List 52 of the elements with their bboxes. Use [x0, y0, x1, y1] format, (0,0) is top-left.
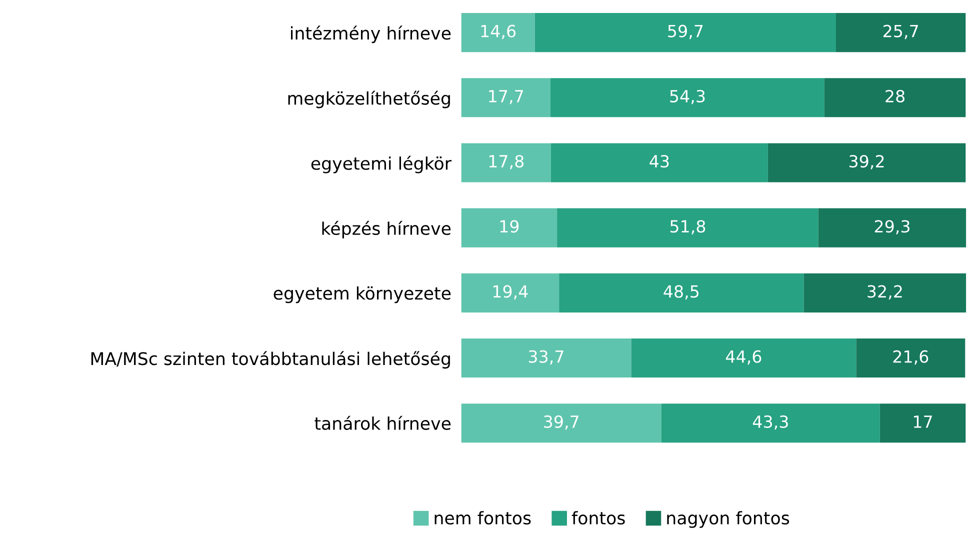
data-label: 43,3 — [752, 415, 788, 430]
y-tick-label: intézmény hírneve — [291, 26, 451, 44]
bar — [818, 208, 966, 248]
bar — [880, 404, 966, 443]
data-label: 39,7 — [544, 415, 578, 430]
data-label: 21,6 — [893, 350, 928, 365]
y-tick-label: egyetemi légkör — [311, 156, 452, 174]
data-label: 32,2 — [868, 285, 902, 300]
data-label: 17,7 — [489, 90, 523, 104]
bar — [461, 404, 662, 443]
y-tick-label: egyetem környezete — [274, 286, 451, 304]
legend-label: nem fontos — [434, 511, 531, 525]
bar — [461, 273, 560, 312]
bar — [461, 338, 632, 378]
data-label: 33,7 — [528, 350, 564, 365]
data-label: 19,4 — [493, 285, 528, 300]
bar — [631, 338, 856, 378]
data-label: 44,6 — [726, 350, 762, 365]
bar — [534, 13, 836, 52]
bar — [661, 404, 880, 443]
bar — [836, 13, 966, 52]
data-label: 59,7 — [668, 24, 703, 40]
data-label: 39,2 — [849, 154, 884, 170]
data-label: 29,3 — [874, 220, 910, 234]
bar — [461, 13, 535, 52]
data-label: 43 — [650, 154, 669, 168]
data-label: 51,8 — [670, 220, 706, 234]
bar — [461, 78, 551, 118]
bar — [824, 78, 966, 118]
data-label: 25,7 — [883, 24, 918, 40]
bar — [768, 143, 966, 182]
data-label: 19 — [500, 220, 519, 233]
bar — [804, 273, 966, 312]
bar — [461, 143, 552, 182]
data-label: 48,5 — [664, 285, 698, 300]
bar — [551, 143, 768, 182]
y-tick-label: képzés hírneve — [322, 220, 451, 238]
legend-label: nagyon fontos — [667, 511, 790, 528]
bar — [856, 338, 966, 378]
data-label: 28 — [886, 90, 904, 102]
data-label: 17,8 — [489, 154, 524, 170]
y-tick-label: tanárok hírneve — [314, 416, 451, 430]
data-label: 14,6 — [481, 24, 516, 40]
data-label: 17 — [914, 416, 932, 428]
bar — [559, 273, 804, 312]
bar — [550, 78, 824, 118]
legend-label: fontos — [572, 511, 625, 525]
data-label: 54,3 — [670, 90, 705, 104]
y-tick-label: megközelíthetőség — [288, 90, 450, 108]
bar — [557, 208, 818, 248]
y-tick-label: MA/MSc szinten továbbtanulási lehetőség — [91, 351, 450, 369]
bar — [461, 208, 558, 248]
